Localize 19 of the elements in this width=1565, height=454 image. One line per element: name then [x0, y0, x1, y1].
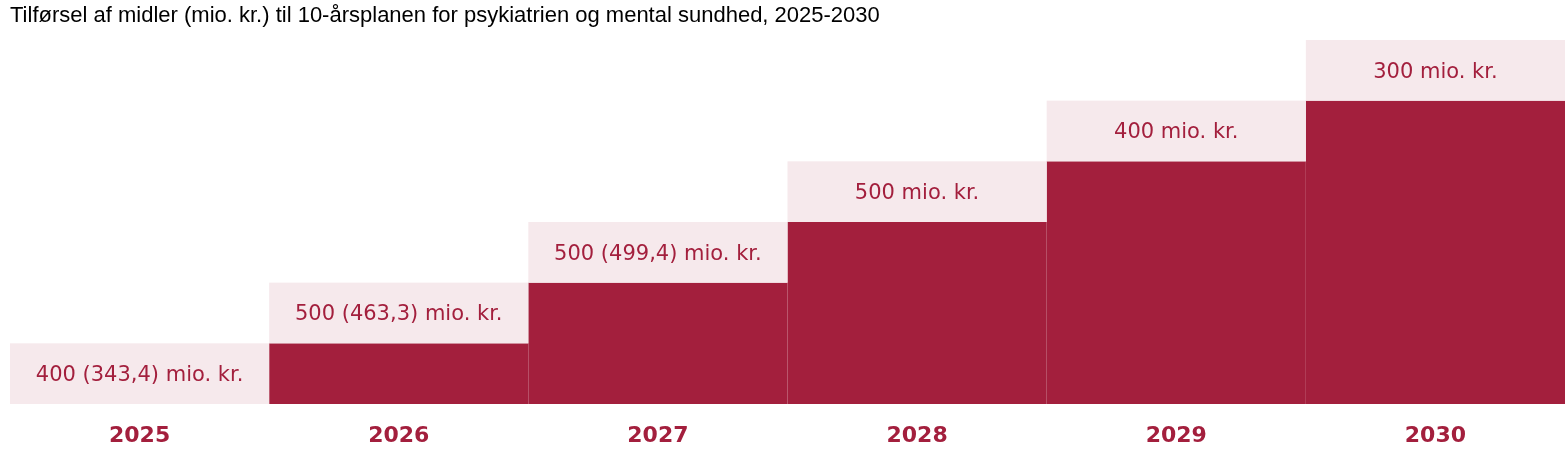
x-tick-label: 2027 — [627, 422, 689, 447]
bar — [528, 222, 788, 283]
x-tick-label: 2026 — [368, 422, 430, 447]
x-tick-label: 2025 — [108, 422, 171, 447]
x-tick-label: 2029 — [1145, 422, 1207, 447]
annotation: 500 mio. kr. — [854, 180, 980, 205]
chart-title: Tilførsel af midler (mio. kr.) til 10-årsplanen for psykiatrien og mental sundhed, 2025-2030 — [10, 2, 880, 27]
x-tick-label: 2030 — [1404, 422, 1467, 447]
bar — [10, 343, 270, 404]
bar — [1046, 100, 1306, 162]
bar — [787, 161, 1047, 222]
annotation: 400 mio. kr. — [1114, 119, 1239, 144]
x-tick-label: 2028 — [886, 422, 948, 447]
bar — [269, 282, 529, 344]
annotation: 300 mio. kr. — [1373, 58, 1498, 83]
annotation: 500 (463,3) mio. kr. — [294, 301, 503, 326]
annotation: 400 (343,4) mio. kr. — [35, 362, 244, 387]
bar — [1305, 40, 1565, 101]
annotation: 500 (499,4) mio. kr. — [554, 240, 762, 265]
